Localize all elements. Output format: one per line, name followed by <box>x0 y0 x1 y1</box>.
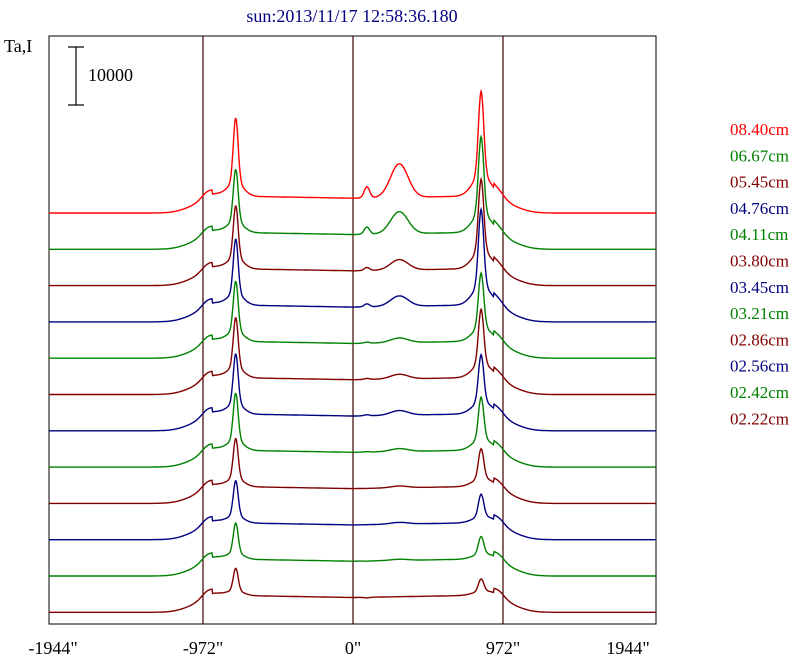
legend-entry: 04.76cm <box>730 199 789 218</box>
chart-title: sun:2013/11/17 12:58:36.180 <box>246 6 457 26</box>
series-line-03.45cm <box>49 352 656 432</box>
series-line-05.45cm <box>49 176 656 287</box>
series-line-08.40cm <box>49 88 656 214</box>
legend-entry: 04.11cm <box>730 225 788 244</box>
series-line-06.67cm <box>49 134 656 250</box>
legend: 08.40cm 06.67cm 05.45cm 04.76cm 04.11cm 03.80… <box>730 120 789 428</box>
legend-entry: 03.80cm <box>730 252 789 271</box>
legend-entry: 02.42cm <box>730 383 789 402</box>
legend-entry: 02.86cm <box>730 330 789 349</box>
x-tick-label: -972" <box>183 638 223 658</box>
x-tick-label: 0" <box>345 638 361 658</box>
x-tick-label: -1944" <box>28 638 77 658</box>
scale-bar-label: 10000 <box>88 65 133 85</box>
legend-entry: 03.45cm <box>730 278 789 297</box>
scale-bar: 10000 <box>68 46 133 106</box>
series-line-02.22cm <box>49 567 656 613</box>
x-tick-labels: -1944" -972" 0" 972" 1944" <box>28 638 649 658</box>
series-line-04.11cm <box>49 271 656 359</box>
series-line-03.80cm <box>49 307 656 396</box>
y-axis-label: Ta,I <box>4 36 32 56</box>
legend-entry: 08.40cm <box>730 120 789 139</box>
legend-entry: 05.45cm <box>730 173 789 192</box>
legend-entry: 03.21cm <box>730 304 789 323</box>
legend-entry: 02.22cm <box>730 409 789 428</box>
series-line-03.21cm <box>49 392 656 468</box>
series-lines <box>49 88 656 613</box>
series-line-04.76cm <box>49 206 656 323</box>
x-tick-label: 972" <box>486 638 520 658</box>
series-line-02.42cm <box>49 522 656 577</box>
legend-entry: 02.56cm <box>730 357 789 376</box>
x-tick-label: 1944" <box>606 638 649 658</box>
reference-lines <box>202 36 504 624</box>
series-line-02.86cm <box>49 437 656 505</box>
legend-entry: 06.67cm <box>730 146 789 165</box>
series-line-02.56cm <box>49 480 656 541</box>
